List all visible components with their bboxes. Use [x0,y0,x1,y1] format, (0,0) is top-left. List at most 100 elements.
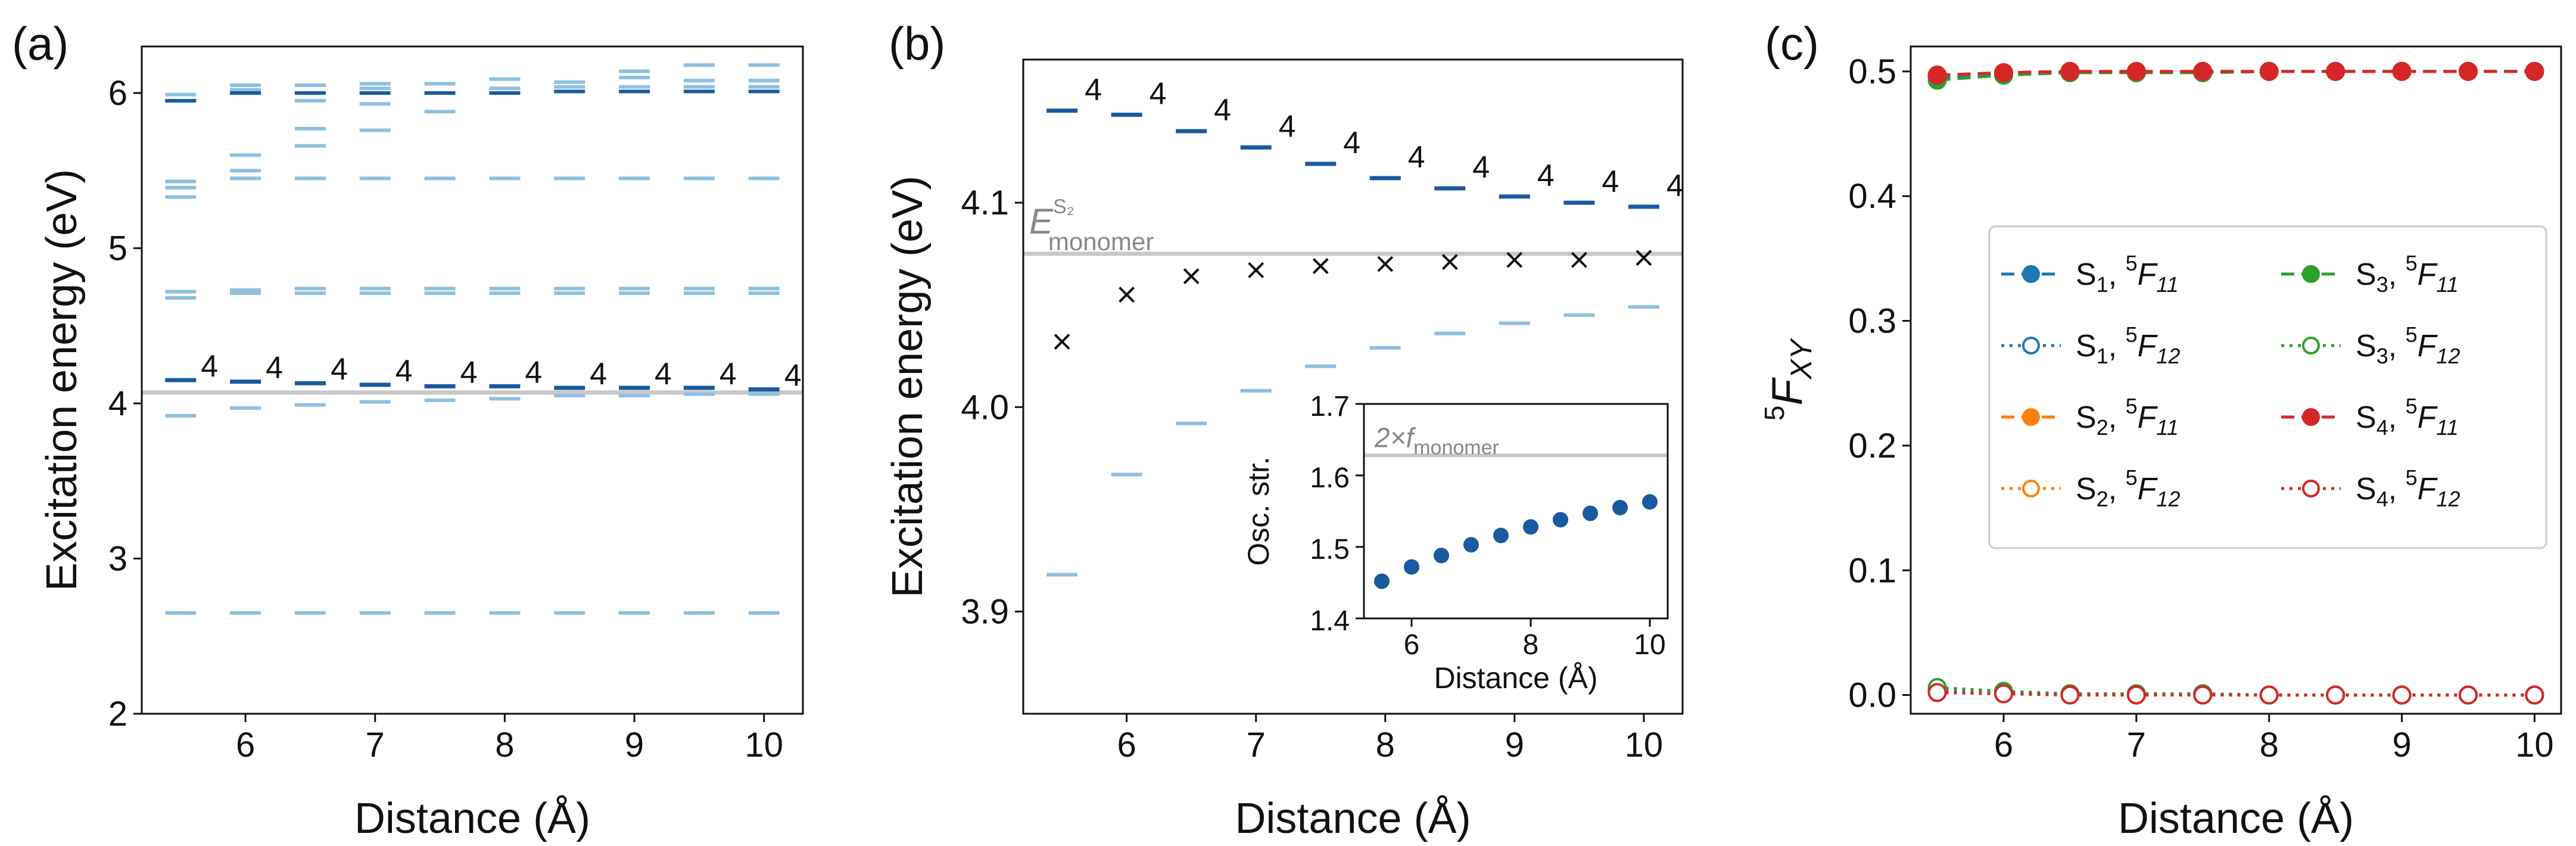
degeneracy-label: 4 [266,351,283,385]
x-tick-label: 7 [366,726,385,764]
legend-marker [2302,480,2320,497]
degeneracy-label: 4 [1214,93,1231,127]
degeneracy-label: 4 [1279,110,1296,144]
y-tick-label: 1.4 [1310,605,1350,637]
legend-superscript: 5 [2406,465,2418,490]
x-tick-label: 8 [1523,629,1539,661]
legend-entry: S4, 5F11 [2356,394,2459,440]
x-tick-label: 9 [2392,726,2411,764]
series-marker [2392,685,2412,705]
legend-symbol: F [2418,257,2438,292]
legend-subscript: 11 [2156,415,2178,440]
series-line [1937,691,2535,697]
series-marker [2525,61,2544,81]
legend-state: S [2356,329,2376,363]
legend-state: S [2076,257,2097,292]
plot-frame [1022,58,1684,715]
series-marker [2060,685,2080,705]
y-tick-label: 6 [108,74,127,113]
panel-label: (a) [12,17,68,70]
y-tick-label: 5 [108,229,127,268]
y-axis-label-superscript: 5 [1759,406,1790,421]
series-marker [2126,685,2146,705]
inset-osc-point [1553,512,1568,528]
series-line [1937,686,2535,697]
legend-subscript: 12 [2156,487,2180,511]
y-tick-label: 0.0 [1848,676,1896,715]
series-marker [2326,685,2346,705]
y-axis-label: Excitation energy (eV) [38,169,86,591]
inset-osc-point [1434,548,1449,564]
legend-symbol: F [2138,472,2158,506]
legend-symbol: F [2138,329,2158,363]
legend-separator: , [2388,257,2406,292]
y-axis-label: Excitation energy (eV) [884,176,932,598]
legend-marker [2302,408,2320,426]
legend-marker [2302,265,2320,283]
x-tick-label: 10 [2515,726,2554,764]
legend-entry: S2, 5F11 [2076,394,2179,440]
y-tick-label: 4 [108,384,127,423]
degeneracy-label: 4 [784,359,802,393]
series-line [1937,691,2535,697]
cross-marker [1441,254,1458,270]
panel-label: (b) [889,17,945,70]
series-line [1937,70,2535,77]
legend-superscript: 5 [2126,251,2138,275]
legend-subscript: 12 [2436,344,2460,368]
degeneracy-label: 4 [1472,150,1490,185]
series-marker [2060,61,2080,81]
inset-osc-point [1404,559,1419,575]
legend-state-subscript: 4 [2376,415,2388,440]
cross-marker [1312,258,1329,274]
series-marker [2459,685,2478,705]
y-axis-label: 5FXY [1759,337,1818,421]
legend-state: S [2356,400,2376,435]
legend-state-subscript: 3 [2376,272,2388,297]
panel-label: (c) [1765,17,1819,70]
x-tick-label: 10 [1634,629,1665,661]
y-tick-label: 2 [108,695,127,733]
monomer-energy-superscript: S₂ [1053,195,1074,218]
legend-symbol: F [2138,400,2158,435]
degeneracy-label: 4 [1085,73,1102,107]
legend-box [1988,225,2547,549]
degeneracy-label: 4 [460,355,478,390]
x-tick-label: 6 [1117,726,1136,764]
legend-symbol: F [2418,472,2438,506]
series-marker [2259,61,2279,81]
legend-symbol: F [2418,400,2438,435]
legend-subscript: 12 [2156,344,2180,368]
y-tick-label: 1.6 [1310,462,1350,494]
inset-reference-subscript: monomer [1413,436,1499,459]
plot-frame [1363,403,1669,620]
x-tick-label: 8 [1376,726,1395,764]
cross-marker [1183,268,1200,285]
y-tick-label: 0.2 [1848,427,1896,465]
legend-superscript: 5 [2406,322,2418,347]
cross-marker [1248,262,1264,278]
y-tick-label: 1.7 [1310,391,1350,422]
x-tick-label: 6 [1994,726,2013,764]
y-tick-label: 0.5 [1848,52,1896,91]
y-tick-label: 4.0 [961,388,1009,427]
degeneracy-label: 4 [395,354,413,388]
legend-subscript: 11 [2436,415,2458,440]
legend-entry: S1, 5F11 [2076,251,2179,297]
legend-entry: S3, 5F12 [2356,322,2460,368]
plot-frame [141,45,804,715]
degeneracy-label: 4 [525,355,542,390]
series-marker [1927,66,1947,85]
legend-symbol: F [2418,329,2438,363]
legend-marker [2022,265,2040,283]
legend-state-subscript: 2 [2097,487,2108,511]
legend-subscript: 11 [2156,272,2178,297]
series-marker [2193,61,2213,81]
legend-superscript: 5 [2126,465,2138,490]
degeneracy-label: 4 [719,357,737,391]
legend-state: S [2076,329,2097,363]
series-marker [2392,61,2412,81]
monomer-energy-subscript: monomer [1048,228,1154,256]
y-tick-label: 3 [108,540,127,578]
panel-c: (c) 6 7 8 9 10 0.0 0.1 0.2 0.3 0.4 0.5 Distance (Å) 5… [1759,17,2562,842]
